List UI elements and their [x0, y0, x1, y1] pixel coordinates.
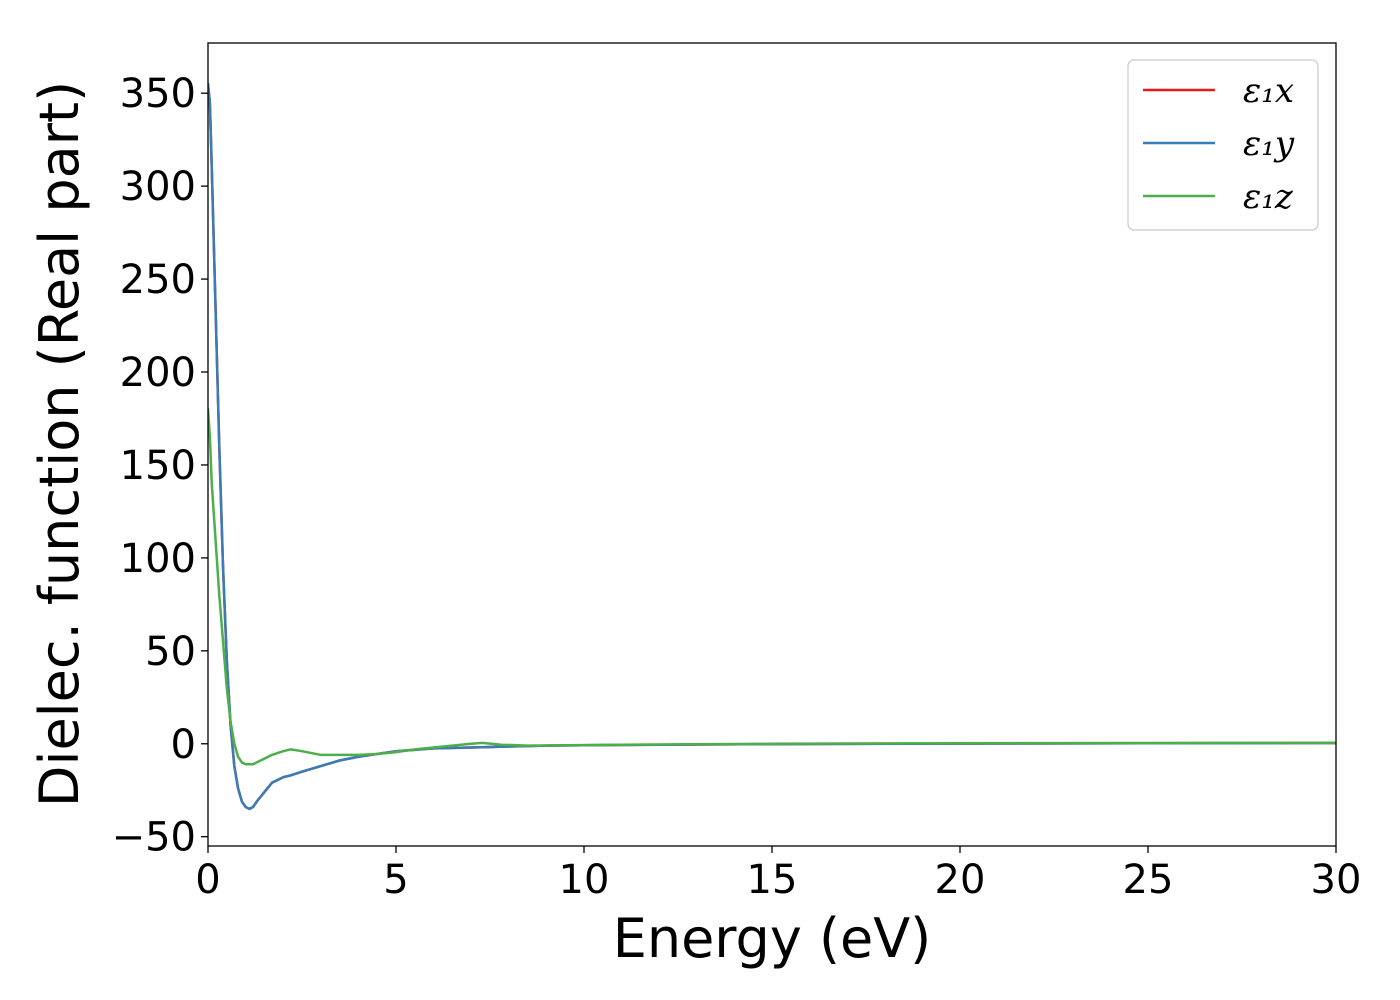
y-tick-label: 250: [120, 257, 196, 303]
series-layer: [208, 82, 1336, 811]
y-tick-label: 200: [120, 350, 196, 396]
legend-box: [1127, 59, 1319, 231]
legend-label-2: ε₁y: [1243, 124, 1295, 164]
y-tick-label: −50: [112, 815, 196, 861]
legend-label-3: ε₁z: [1243, 177, 1294, 217]
x-tick-label: 15: [747, 857, 798, 903]
x-tick-label: 10: [559, 857, 610, 903]
y-tick-label: 150: [120, 443, 196, 489]
y-axis-label: Dielec. function (Real part): [28, 81, 91, 807]
y-tick-label: 50: [145, 629, 196, 675]
x-tick-label: 5: [383, 857, 408, 903]
x-axis-label: Energy (eV): [613, 907, 932, 970]
y-tick-label: 350: [120, 71, 196, 117]
x-tick-label: 20: [935, 857, 986, 903]
x-axis: 0 5 10 15 20 25 30: [195, 846, 1361, 903]
y-axis: −50 0 50 100 150 200 250 300 350: [112, 71, 208, 861]
x-tick-label: 30: [1311, 857, 1362, 903]
y-tick-label: 100: [120, 536, 196, 582]
x-tick-label: 25: [1123, 857, 1174, 903]
x-tick-label: 0: [195, 857, 220, 903]
legend: ε₁x ε₁y ε₁z: [1127, 59, 1319, 231]
y-tick-label: 300: [120, 164, 196, 210]
series-line-3: [208, 407, 1336, 766]
y-tick-label: 0: [171, 722, 196, 768]
legend-label-1: ε₁x: [1243, 71, 1294, 111]
